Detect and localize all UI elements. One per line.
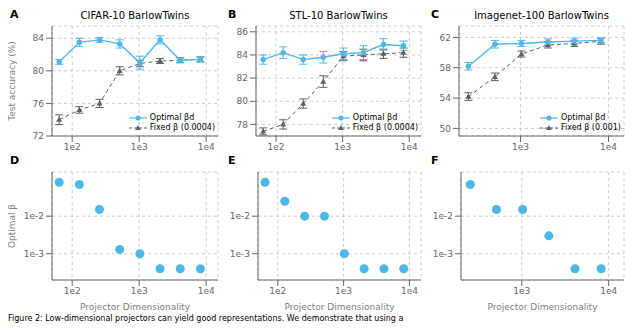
html-text:Figure 2: Low-dimensional proj: Figure 2: Low-dimensional projectors can… (8, 314, 404, 323)
svg-text:1e2: 1e2 (64, 286, 81, 296)
html-text:Optimal βd: Optimal βd (352, 113, 398, 122)
svg-text:1e4: 1e4 (198, 286, 215, 296)
svg-text:Projector Dimensionality: Projector Dimensionality (80, 302, 191, 312)
svg-text:1e-2: 1e-2 (433, 211, 453, 221)
svg-text:62: 62 (440, 33, 451, 43)
svg-text:84: 84 (33, 33, 45, 43)
svg-text:1e4: 1e4 (600, 286, 617, 296)
svg-text:Projector Dimensionality: Projector Dimensionality (284, 302, 395, 312)
svg-text:1e2: 1e2 (64, 142, 81, 152)
svg-text:Test accuracy (%): Test accuracy (%) (8, 41, 17, 122)
svg-text:1e-3: 1e-3 (433, 249, 453, 259)
svg-text:84: 84 (237, 50, 249, 60)
html-text:Fixed β (0.0004): Fixed β (0.0004) (352, 123, 418, 132)
svg-text:86: 86 (237, 27, 249, 37)
html-text:Optimal βd: Optimal βd (149, 113, 195, 122)
svg-text:1e2: 1e2 (268, 142, 285, 152)
html-text:D: D (10, 154, 20, 167)
svg-text:54: 54 (440, 93, 452, 103)
svg-text:1e-2: 1e-2 (230, 211, 250, 221)
svg-text:76: 76 (33, 99, 45, 109)
svg-text:1e3: 1e3 (513, 286, 530, 296)
html-text:Fixed β (0.0004): Fixed β (0.0004) (149, 123, 215, 132)
svg-text:1e4: 1e4 (401, 286, 418, 296)
svg-text:1e3: 1e3 (131, 142, 148, 152)
svg-text:1e-3: 1e-3 (24, 249, 44, 259)
svg-text:78: 78 (237, 120, 249, 130)
svg-text:1e4: 1e4 (401, 142, 418, 152)
svg-text:1e3: 1e3 (512, 142, 529, 152)
html-text:E: E (228, 154, 236, 167)
svg-text:80: 80 (237, 96, 249, 106)
svg-text:1e3: 1e3 (334, 142, 351, 152)
svg-text:1e2: 1e2 (269, 286, 286, 296)
svg-text:50: 50 (440, 124, 452, 134)
svg-text:1e-3: 1e-3 (230, 249, 250, 259)
svg-text:1e-2: 1e-2 (24, 211, 44, 221)
html-text:Fixed β (0.001): Fixed β (0.001) (560, 123, 621, 132)
svg-text:1e4: 1e4 (198, 142, 215, 152)
html-text:Imagenet-100 BarlowTwins: Imagenet-100 BarlowTwins (474, 10, 609, 21)
svg-text:Projector Dimensionality: Projector Dimensionality (487, 302, 598, 312)
svg-text:1e3: 1e3 (335, 286, 352, 296)
html-text:Optimal βd: Optimal βd (560, 113, 606, 122)
html-text:C: C (431, 8, 440, 21)
svg-text:1e4: 1e4 (600, 142, 617, 152)
svg-text:1e3: 1e3 (131, 286, 148, 296)
html-text:STL-10 BarlowTwins: STL-10 BarlowTwins (289, 10, 388, 21)
svg-text:58: 58 (440, 63, 452, 73)
html-text:F: F (431, 154, 439, 167)
svg-text:82: 82 (237, 73, 248, 83)
html-text:CIFAR-10 BarlowTwins: CIFAR-10 BarlowTwins (80, 10, 190, 21)
svg-text:80: 80 (33, 66, 45, 76)
html-text:B: B (228, 8, 237, 21)
svg-text:72: 72 (33, 131, 44, 141)
svg-text:Optimal β: Optimal β (8, 204, 17, 248)
html-text:A: A (10, 8, 19, 21)
